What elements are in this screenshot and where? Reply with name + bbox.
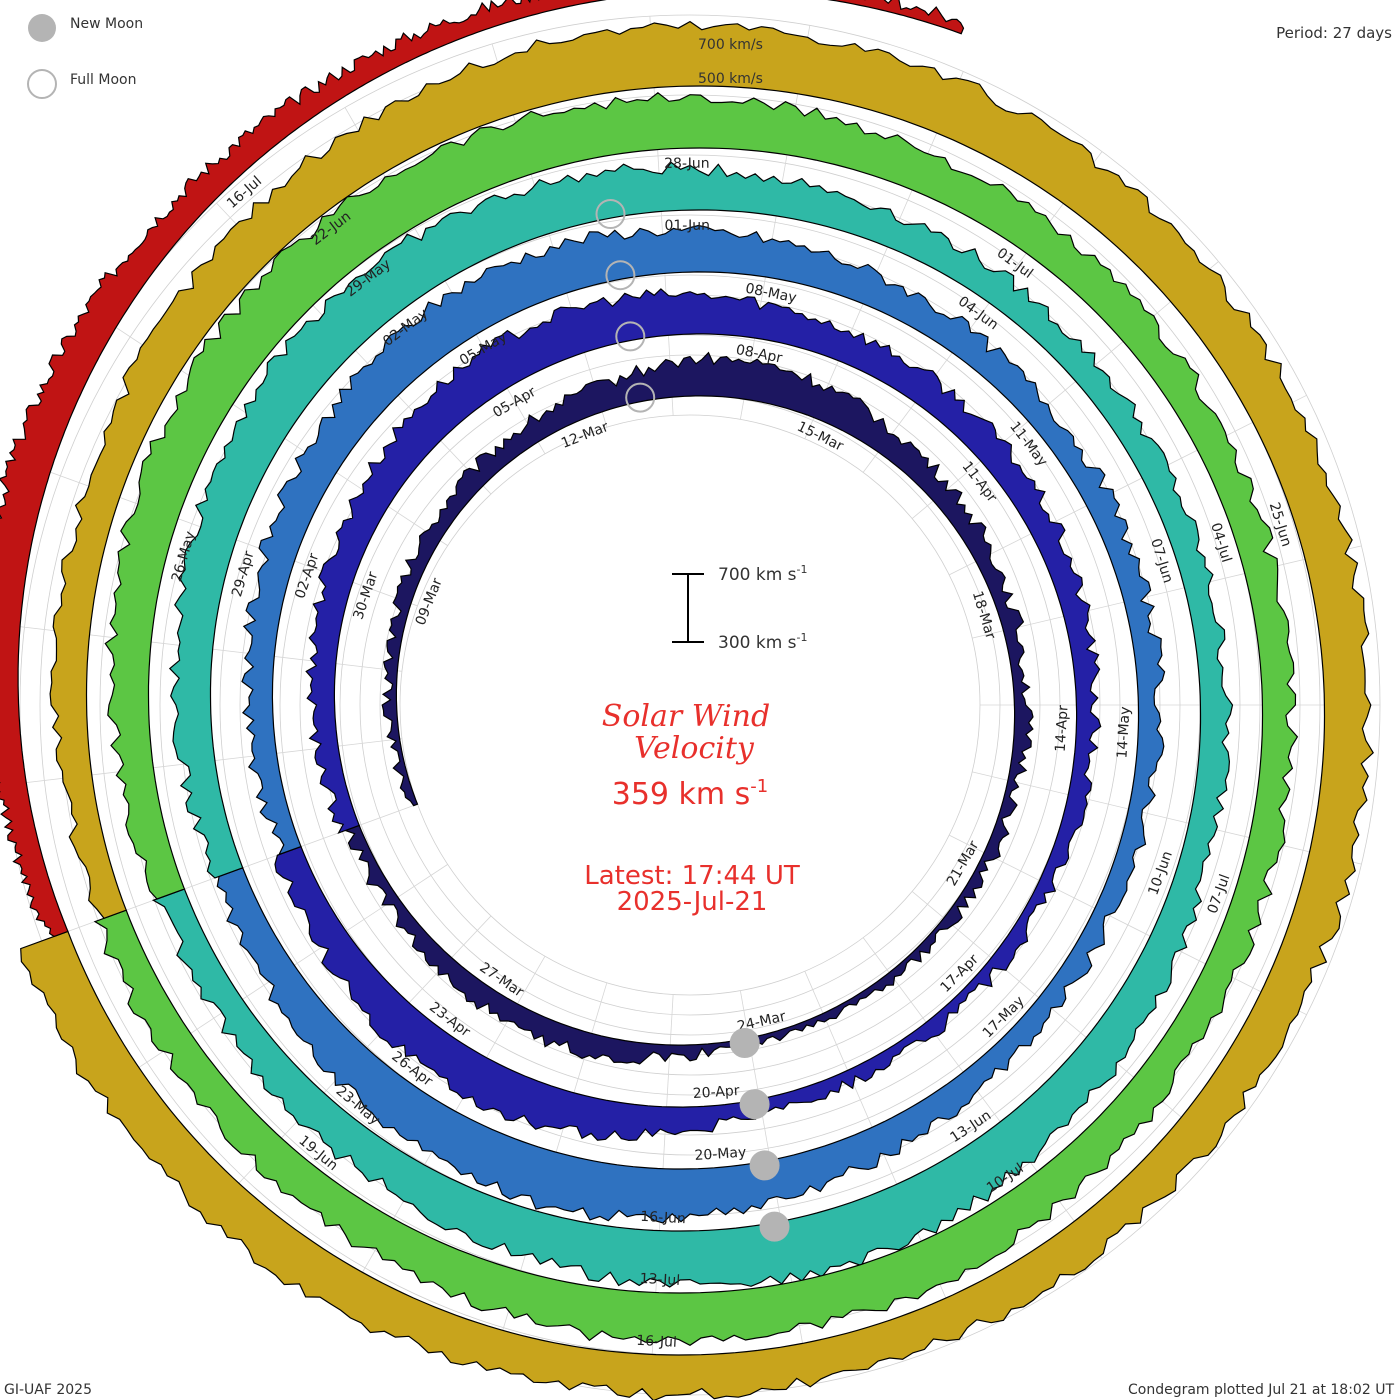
legend-new-moon: New Moon: [70, 16, 143, 32]
new-moon-icon: [28, 14, 56, 42]
date-label: 14-May: [1114, 706, 1133, 759]
day-spoke: [862, 937, 1103, 1259]
credit-label: GI-UAF 2025: [4, 1382, 92, 1398]
day-spoke: [972, 545, 1362, 639]
date-label: 01-Jun: [664, 218, 710, 234]
date-label: 13-Jul: [639, 1271, 680, 1289]
day-spoke: [948, 394, 1307, 576]
day-spoke: [911, 261, 1219, 519]
full-moon-marker: [625, 382, 656, 413]
date-label: 14-Apr: [1053, 705, 1072, 753]
plotted-label: Condegram plotted Jul 21 at 18:02 UT: [1128, 1382, 1394, 1398]
date-label: 30-Mar: [351, 570, 382, 622]
new-moon-marker: [749, 1150, 780, 1181]
day-spoke: [972, 771, 1362, 865]
full-moon-marker: [615, 321, 646, 352]
new-moon-marker: [729, 1028, 760, 1058]
scale-bar: 700 km s-1 300 km s-1: [672, 563, 808, 653]
chart-title-line2: Velocity: [634, 731, 755, 766]
rotation-band-6: [0, 0, 965, 938]
full-moon-marker: [595, 199, 626, 229]
period-label: Period: 27 days: [1276, 24, 1392, 42]
full-moon-icon: [27, 69, 57, 99]
latest-time: Latest: 17:44 UT: [584, 861, 800, 891]
day-spoke: [862, 151, 1103, 473]
date-label: 16-Jul: [636, 1333, 677, 1351]
new-moon-marker: [739, 1089, 770, 1120]
moon-markers: [595, 199, 790, 1242]
chart-title-line1: Solar Wind: [602, 699, 770, 734]
scale-bar-low: 300 km s-1: [718, 631, 808, 653]
current-speed: 359 km s-1: [612, 776, 769, 812]
date-label: 04-Jul: [1207, 521, 1234, 564]
latest-date: 2025-Jul-21: [617, 887, 768, 917]
date-label: 20-Apr: [692, 1083, 740, 1102]
date-label: 20-May: [694, 1145, 747, 1164]
date-label: 28-Jun: [664, 156, 710, 172]
full-moon-marker: [605, 260, 636, 291]
legend-full-moon: Full Moon: [70, 72, 136, 88]
scale-top-label: 700 km/s: [698, 37, 763, 53]
date-label: 29-Apr: [229, 549, 258, 599]
legend: New Moon Full Moon: [27, 14, 143, 99]
date-label: 02-Apr: [292, 551, 322, 601]
scale-bottom-label: 500 km/s: [698, 71, 763, 87]
new-moon-marker: [759, 1211, 790, 1242]
day-spoke: [911, 891, 1219, 1149]
scale-bar-high: 700 km s-1: [718, 563, 808, 585]
day-spoke: [948, 834, 1307, 1016]
date-label: 16-Jun: [640, 1209, 686, 1227]
